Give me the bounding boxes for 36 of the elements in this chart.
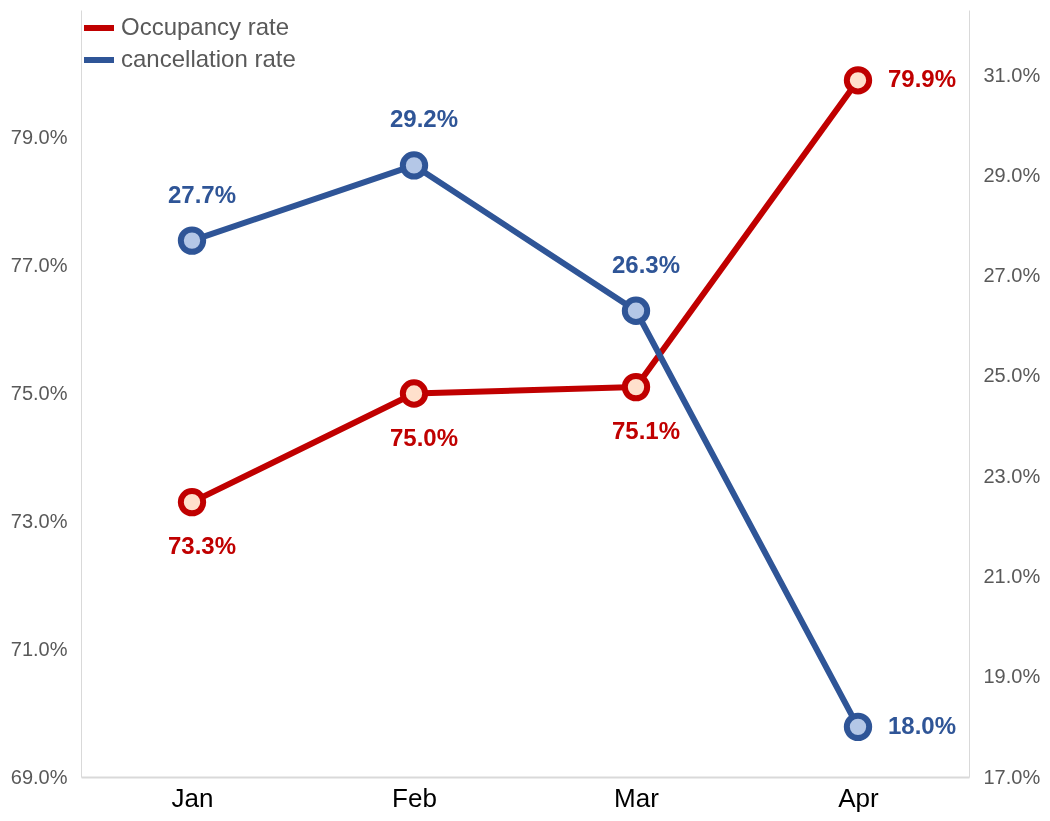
data-label: 27.7% [167,180,237,208]
x-tick-label: Mar [614,782,660,813]
data-label: 79.9% [888,65,957,93]
legend-label: Occupancy rate [121,13,290,40]
point [177,488,207,517]
point [399,151,429,180]
y-tick-label: 71.0% [10,637,68,660]
x-tick-label: Apr [838,782,880,813]
y2-tick-label: 31.0% [983,63,1041,86]
y-tick-label: 77.0% [10,254,68,277]
x-tick-label: Jan [171,782,214,813]
y2-tick-label: 21.0% [983,564,1041,587]
y2-tick-label: 27.0% [983,264,1041,287]
data-label: 26.3% [611,250,681,278]
y-tick-label: 69.0% [10,765,68,788]
point [621,372,651,402]
y2-tick-label: 19.0% [983,665,1041,688]
data-label: 73.3% [167,532,237,560]
data-label: 75.1% [611,417,681,445]
data-label: 18.0% [888,711,957,739]
point [843,712,873,742]
point [399,379,429,408]
data-label: 75.0% [389,423,459,451]
y2-tick-label: 17.0% [983,765,1041,788]
y2-tick-label: 29.0% [983,163,1041,186]
point [843,66,873,95]
data-label: 29.2% [389,105,459,133]
point [177,226,207,255]
y-tick-label: 79.0% [10,126,68,149]
y-tick-label: 75.0% [10,382,68,404]
x-tick-label: Feb [392,782,437,813]
y2-tick-label: 25.0% [983,364,1041,387]
legend-label: cancellation rate [121,45,296,72]
y2-tick-label: 23.0% [983,464,1041,487]
point [621,296,651,325]
y-tick-label: 73.0% [10,509,68,532]
